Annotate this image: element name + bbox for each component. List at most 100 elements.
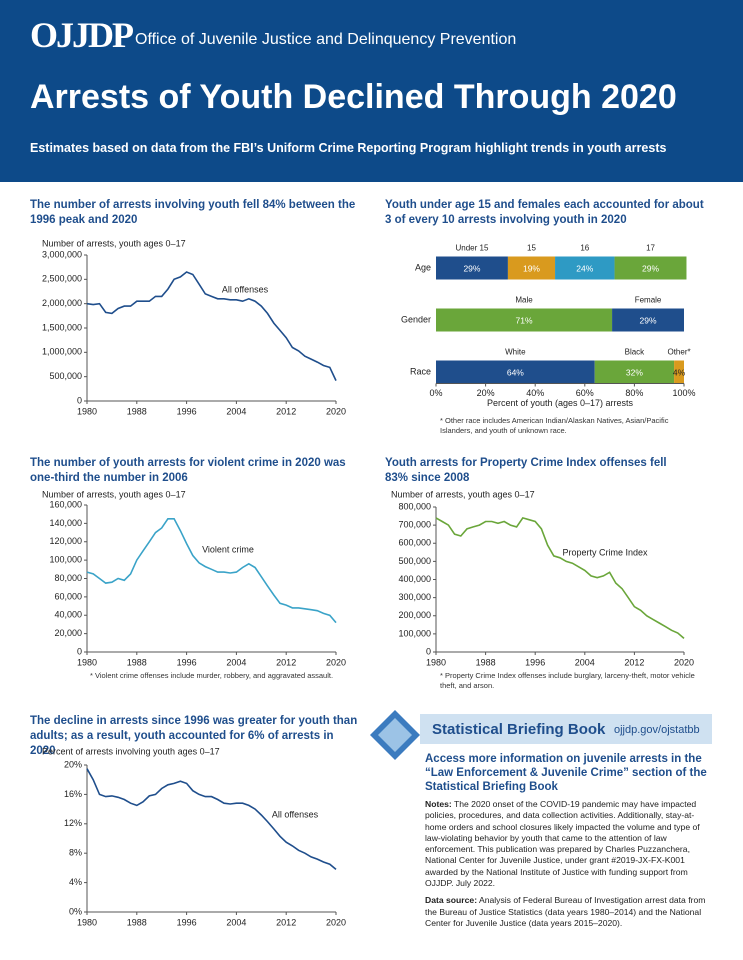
y-axis-label: Number of arrests, youth ages 0–17	[391, 489, 535, 499]
x-tick-label: 60%	[576, 388, 594, 398]
source-label: Data source:	[425, 895, 478, 906]
segment-label: 17	[646, 244, 655, 253]
y-tick-label: 160,000	[49, 499, 82, 509]
x-tick-label: 2012	[276, 917, 296, 927]
bar-segment	[507, 256, 556, 280]
data-line	[86, 518, 337, 624]
title: Arrests of Youth Declined Through 2020	[30, 78, 677, 116]
x-tick-label: 2020	[326, 406, 346, 416]
chart-title: The decline in arrests since 1996 was gr…	[30, 715, 358, 757]
data-line	[435, 516, 685, 640]
y-tick-label: 2,500,000	[42, 274, 82, 284]
y-tick-label: 700,000	[398, 520, 431, 530]
data-line	[86, 271, 337, 381]
y-tick-label: 20,000	[54, 628, 82, 638]
y-tick-label: 16%	[64, 789, 82, 799]
logo: OJJDP	[30, 15, 134, 55]
segment-label: 15	[527, 244, 536, 253]
chart-title: The number of youth arrests for violent …	[30, 457, 346, 484]
x-tick-label: 2012	[276, 406, 296, 416]
annotation: All offenses	[272, 809, 319, 819]
value-label: 32%	[626, 367, 643, 377]
y-tick-label: 20%	[64, 759, 82, 769]
segment-label: Female	[635, 296, 662, 305]
y-tick-label: 1,000,000	[42, 347, 82, 357]
y-axis-label: Percent of arrests involving youth ages …	[42, 746, 220, 756]
y-tick-label: 100,000	[49, 555, 82, 565]
x-tick-label: 2004	[226, 657, 246, 667]
source-text: Analysis of Federal Bureau of Investigat…	[425, 895, 706, 928]
sidebar: Access more information on juvenile arre…	[425, 752, 715, 935]
sidebar-heading: Access more information on juvenile arre…	[425, 753, 707, 793]
x-tick-label: 1980	[77, 406, 97, 416]
axis	[86, 765, 336, 913]
x-tick-label: 1996	[177, 406, 197, 416]
y-tick-label: 80,000	[54, 573, 82, 583]
bar-segment	[436, 360, 595, 384]
row-label: Age	[415, 262, 431, 272]
x-tick-label: 2020	[326, 657, 346, 667]
footnote: * Violent crime offenses include murder,…	[90, 671, 334, 680]
y-tick-label: 0%	[69, 906, 82, 916]
y-tick-label: 500,000	[398, 556, 431, 566]
chart-title: The number of arrests involving youth fe…	[30, 199, 356, 226]
y-tick-label: 120,000	[49, 536, 82, 546]
axis	[86, 505, 336, 653]
x-tick-label: 1996	[177, 657, 197, 667]
y-tick-label: 800,000	[398, 501, 431, 511]
x-tick-label: 20%	[477, 388, 495, 398]
x-tick-label: 2012	[276, 657, 296, 667]
x-tick-label: 1980	[426, 657, 446, 667]
x-axis-label: Percent of youth (ages 0–17) arrests	[487, 398, 634, 408]
source: Data source: Analysis of Federal Bureau …	[425, 895, 715, 929]
notes-text: The 2020 onset of the COVID-19 pandemic …	[425, 799, 700, 889]
x-tick-label: 2020	[326, 917, 346, 927]
y-tick-label: 140,000	[49, 518, 82, 528]
x-tick-label: 1980	[77, 657, 97, 667]
y-tick-label: 300,000	[398, 592, 431, 602]
y-tick-label: 0	[426, 646, 431, 656]
segment-label: White	[505, 348, 526, 357]
chart-title: Youth arrests for Property Crime Index o…	[385, 457, 667, 484]
y-tick-label: 200,000	[398, 610, 431, 620]
bar-segment	[594, 360, 675, 384]
y-tick-label: 60,000	[54, 591, 82, 601]
y-axis-label: Number of arrests, youth ages 0–17	[42, 489, 186, 499]
axis	[86, 255, 336, 402]
footnote: * Other race includes American Indian/Al…	[440, 416, 669, 435]
segment-label: Under 15	[455, 244, 488, 253]
x-tick-label: 1988	[127, 917, 147, 927]
x-tick-label: 2020	[674, 657, 694, 667]
value-label: 64%	[507, 367, 524, 377]
row-label: Gender	[401, 314, 431, 324]
value-label: 29%	[640, 315, 657, 325]
value-label: 29%	[642, 263, 659, 273]
sbb-title: Statistical Briefing Book	[432, 721, 606, 738]
chart-title: Youth under age 15 and females each acco…	[385, 199, 704, 226]
bar-segment	[612, 308, 684, 332]
header: OJJDP Office of Juvenile Justice and Del…	[0, 0, 743, 182]
y-tick-label: 0	[77, 395, 82, 405]
x-tick-label: 2004	[575, 657, 595, 667]
sbb-url[interactable]: ojjdp.gov/ojstatbb	[614, 724, 700, 736]
x-tick-label: 1988	[127, 406, 147, 416]
x-tick-label: 1988	[476, 657, 496, 667]
x-tick-label: 0%	[429, 388, 442, 398]
y-tick-label: 100,000	[398, 628, 431, 638]
x-tick-label: 2012	[624, 657, 644, 667]
data-line	[86, 768, 337, 871]
x-tick-label: 1996	[525, 657, 545, 667]
row-label: Race	[410, 366, 431, 376]
org-name: Office of Juvenile Justice and Delinquen…	[135, 31, 517, 48]
y-tick-label: 1,500,000	[42, 322, 82, 332]
y-tick-label: 400,000	[398, 574, 431, 584]
x-tick-label: 2004	[226, 406, 246, 416]
bar-segment	[436, 308, 613, 332]
bar-segment	[436, 256, 508, 280]
notes-label: Notes:	[425, 799, 452, 809]
y-axis-label: Number of arrests, youth ages 0–17	[42, 238, 186, 248]
annotation: Property Crime Index	[562, 547, 648, 557]
bar-segment	[674, 360, 684, 384]
